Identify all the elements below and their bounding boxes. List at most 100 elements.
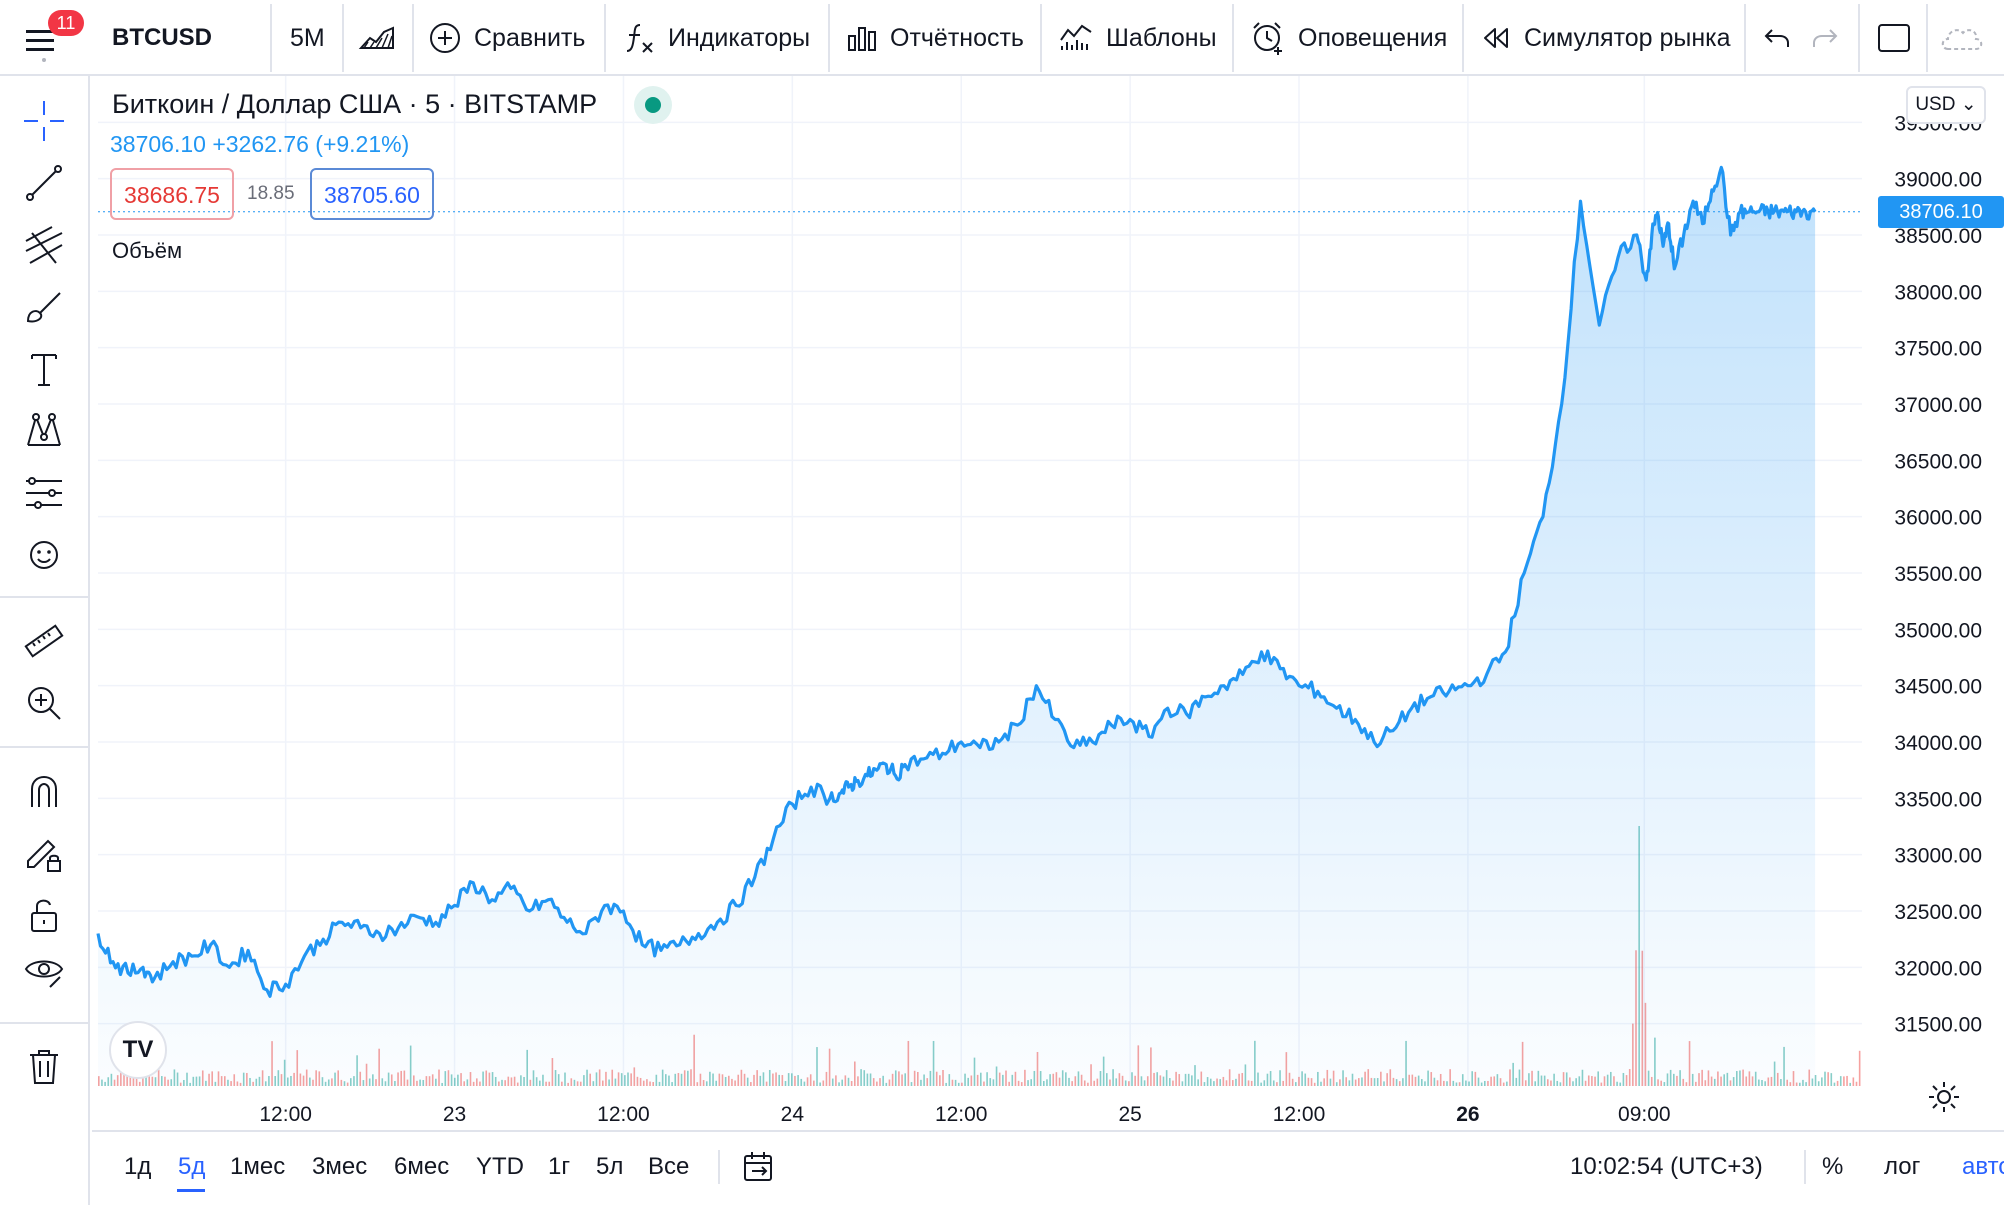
ruler-tool[interactable]	[19, 616, 69, 666]
log-scale-toggle[interactable]: лог	[1884, 1153, 1921, 1180]
toolbar-divider	[342, 4, 344, 72]
toolbar-divider	[1804, 1150, 1806, 1184]
volume-bar	[1836, 1080, 1839, 1086]
range-ytd[interactable]: YTD	[476, 1153, 524, 1180]
x-tick-label: 26	[1456, 1103, 1479, 1126]
magnet-tool[interactable]	[19, 766, 69, 816]
lock-drawing-tool[interactable]	[19, 828, 69, 878]
volume-bar	[1817, 1081, 1820, 1086]
buy-button[interactable]: 38705.60	[310, 168, 434, 220]
sell-button[interactable]: 38686.75	[110, 168, 234, 220]
emoji-tool[interactable]	[19, 530, 69, 580]
crosshair-tool[interactable]	[19, 96, 69, 146]
active-range-underline	[177, 1189, 205, 1192]
compare-button[interactable]: Сравнить	[428, 0, 585, 76]
y-tick-label: 33500.00	[1894, 788, 1982, 811]
x-tick-label: 25	[1118, 1103, 1141, 1126]
volume-bar	[1843, 1076, 1845, 1086]
tradingview-logo[interactable]: TV	[109, 1021, 167, 1079]
reporting-button[interactable]: Отчётность	[846, 0, 1024, 76]
toolbar-divider	[0, 746, 88, 748]
prediction-tool[interactable]	[19, 468, 69, 518]
crosshair-icon	[24, 101, 64, 141]
toolbar-divider	[0, 1022, 88, 1024]
price-chart: 40000.0039500.0039000.0038500.0038000.00…	[96, 76, 1982, 1126]
range-3m[interactable]: 3мес	[312, 1153, 368, 1180]
cloud-save-button[interactable]	[1938, 0, 1986, 76]
templates-icon	[1060, 24, 1092, 50]
range-all[interactable]: Все	[648, 1153, 690, 1180]
y-tick-label: 31500.00	[1894, 1014, 1982, 1037]
redo-icon	[1813, 29, 1838, 47]
range-1y[interactable]: 1г	[548, 1153, 571, 1180]
visibility-tool[interactable]	[19, 946, 69, 996]
auto-scale-toggle[interactable]: авто	[1962, 1153, 2004, 1180]
percent-scale-toggle[interactable]: %	[1822, 1153, 1844, 1180]
price-line	[96, 165, 1817, 998]
range-5y[interactable]: 5л	[596, 1153, 624, 1180]
trend-line-icon	[26, 165, 62, 201]
chart-settings-button[interactable]	[1926, 1079, 1966, 1119]
y-tick-label: 40000.00	[1894, 76, 1982, 79]
range-6m[interactable]: 6мес	[394, 1153, 450, 1180]
layout-button[interactable]	[1876, 0, 1912, 76]
symbol-title: Биткоин / Доллар США · 5 · BITSTAMP	[112, 89, 598, 119]
interval-button[interactable]: 5M	[290, 23, 325, 52]
unlock-tool[interactable]	[19, 890, 69, 940]
x-tick-label: 12:00	[1273, 1103, 1326, 1126]
range-5d[interactable]: 5д	[178, 1153, 206, 1180]
y-tick-label: 38000.00	[1894, 281, 1982, 304]
top-toolbar: 11 BTCUSD 5M Сравнить Индикаторы	[0, 0, 2004, 76]
compare-label: Сравнить	[474, 23, 586, 52]
templates-button[interactable]: Шаблоны	[1058, 0, 1217, 76]
trend-line-tool[interactable]	[19, 158, 69, 208]
x-tick-label: 12:00	[597, 1103, 650, 1126]
y-tick-label: 35000.00	[1894, 619, 1982, 642]
alerts-button[interactable]: Оповещения	[1250, 0, 1447, 76]
currency-select[interactable]: USD ⌄	[1906, 86, 1986, 124]
pattern-tool[interactable]	[19, 406, 69, 456]
undo-icon	[1764, 29, 1789, 47]
hamburger-icon	[26, 30, 54, 62]
replay-button[interactable]: Симулятор рынка	[1480, 0, 1731, 76]
templates-label: Шаблоны	[1106, 23, 1217, 52]
volume-bar	[1830, 1073, 1833, 1086]
toolbar-divider	[1744, 4, 1746, 72]
y-tick-label: 32000.00	[1894, 957, 1982, 980]
market-status[interactable]	[634, 86, 672, 124]
brush-icon	[26, 292, 61, 323]
undo-button[interactable]	[1762, 0, 1792, 76]
drawing-toolbar	[0, 76, 90, 1205]
range-1d[interactable]: 1д	[124, 1153, 152, 1180]
bar-report-icon	[848, 27, 876, 51]
indicators-button[interactable]: Индикаторы	[624, 0, 810, 76]
toolbar-divider	[270, 4, 272, 72]
clock-timezone[interactable]: 10:02:54 (UTC+3)	[1570, 1153, 1763, 1180]
cloud-icon	[1941, 29, 1983, 50]
delete-tool[interactable]	[19, 1042, 69, 1092]
redo-button[interactable]	[1810, 0, 1840, 76]
go-to-date-button[interactable]	[742, 1132, 776, 1202]
fib-tool[interactable]	[19, 220, 69, 270]
toolbar-divider	[1232, 4, 1234, 72]
gear-icon	[1929, 1082, 1959, 1112]
menu-button[interactable]	[20, 18, 66, 62]
area-chart-icon	[358, 26, 394, 49]
bottom-toolbar: 1д 5д 1мес 3мес 6мес YTD 1г 5л Все 10:02…	[92, 1130, 2004, 1205]
ruler-icon	[24, 624, 64, 658]
chart-pane[interactable]: 40000.0039500.0039000.0038500.0038000.00…	[92, 76, 2004, 1128]
toolbar-divider	[718, 1150, 720, 1184]
brush-tool[interactable]	[19, 282, 69, 332]
alarm-clock-icon	[1253, 22, 1282, 55]
text-tool[interactable]	[19, 344, 69, 394]
symbol-search-button[interactable]: BTCUSD	[112, 24, 212, 51]
chart-type-button[interactable]	[358, 0, 396, 76]
toolbar-divider	[1462, 4, 1464, 72]
chevron-down-icon: ⌄	[1955, 94, 1977, 115]
layout-square-icon	[1878, 24, 1910, 52]
zoom-in-tool[interactable]	[19, 678, 69, 728]
emoji-icon	[30, 541, 58, 569]
range-1m[interactable]: 1мес	[230, 1153, 286, 1180]
change-value: +3262.76 (+9.21%)	[212, 131, 410, 157]
rewind-icon	[1484, 28, 1508, 48]
